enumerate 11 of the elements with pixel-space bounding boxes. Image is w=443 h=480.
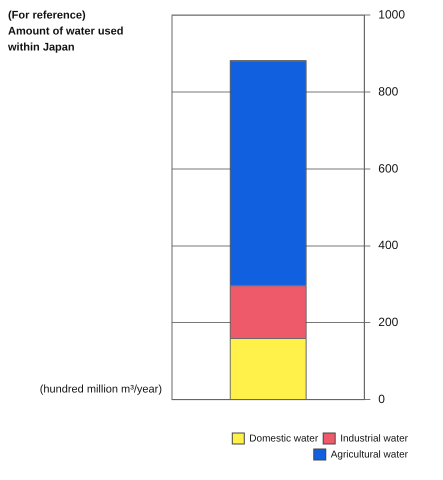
y-tick-label: 600 <box>378 161 399 176</box>
y-tick-label: 200 <box>378 315 399 330</box>
legend-label: Agricultural water <box>330 449 409 460</box>
text: (For reference) Amount of water used within Japan <box>7 10 124 54</box>
legend-label: Industrial water <box>340 433 409 444</box>
y-tick-label: 800 <box>378 84 399 98</box>
y-axis-title: (hundred million m³/year) <box>40 384 162 396</box>
y-tick-label: 0 <box>378 392 386 406</box>
legend-label: Domestic water <box>249 433 319 444</box>
y-tick-label: 400 <box>378 238 399 252</box>
y-tick-label: 1000 <box>378 8 406 22</box>
